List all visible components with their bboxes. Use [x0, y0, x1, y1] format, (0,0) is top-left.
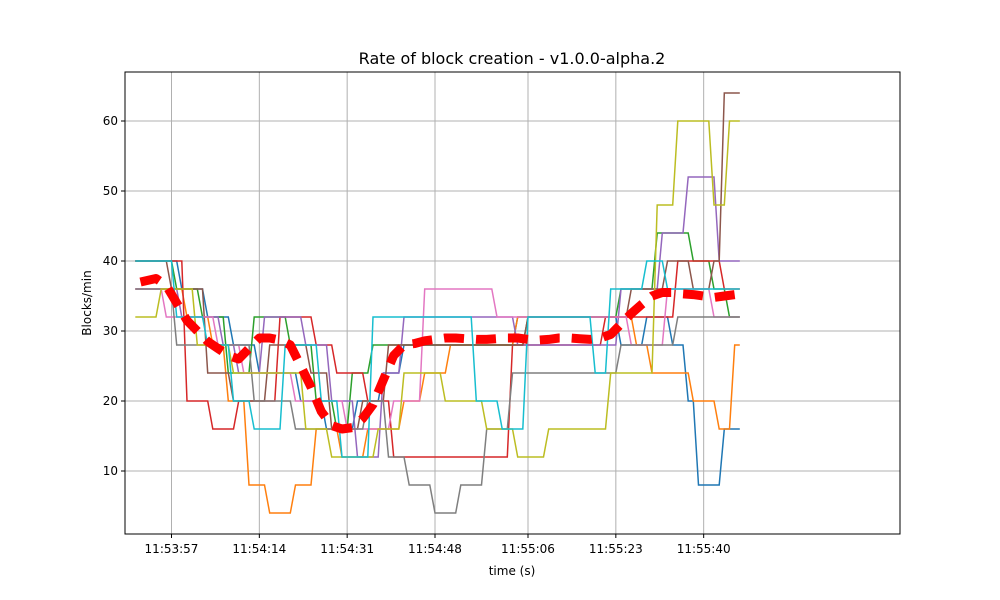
- average-line: [139, 274, 736, 434]
- y-axis-label: Blocks/min: [80, 270, 94, 335]
- x-tick-label: 11:53:57: [145, 542, 199, 556]
- series-line-node-04: [135, 260, 740, 458]
- y-tick-label: 40: [103, 254, 118, 268]
- y-tick-label: 30: [103, 324, 118, 338]
- x-axis-label: time (s): [489, 564, 536, 578]
- x-tick-label: 11:54:31: [320, 542, 374, 556]
- y-tick-label: 10: [103, 464, 118, 478]
- x-tick-label: 11:55:06: [501, 542, 555, 556]
- average-layer: [139, 274, 736, 434]
- x-tick-label: 11:55:23: [589, 542, 643, 556]
- series-line-node-09: [135, 120, 740, 458]
- plot-frame: [124, 71, 901, 535]
- y-tick-label: 60: [103, 114, 118, 128]
- series-layer: [135, 92, 740, 514]
- x-tick-label: 11:54:48: [408, 542, 462, 556]
- y-tick-label: 20: [103, 394, 118, 408]
- x-tick-label: 11:54:14: [232, 542, 286, 556]
- x-tick-label: 11:55:40: [677, 542, 731, 556]
- y-tick-label: 50: [103, 184, 118, 198]
- grid: [125, 72, 900, 534]
- x-axis-ticks: 11:53:57 11:54:14 11:54:31 11:54:48 11:55:06…: [145, 534, 731, 556]
- y-axis-ticks: 10 20 30 40 50 60: [103, 114, 125, 478]
- series-line-node-07: [135, 288, 740, 430]
- series-line-node-10: [135, 260, 740, 458]
- chart-title: Rate of block creation - v1.0.0-alpha.2: [359, 49, 666, 68]
